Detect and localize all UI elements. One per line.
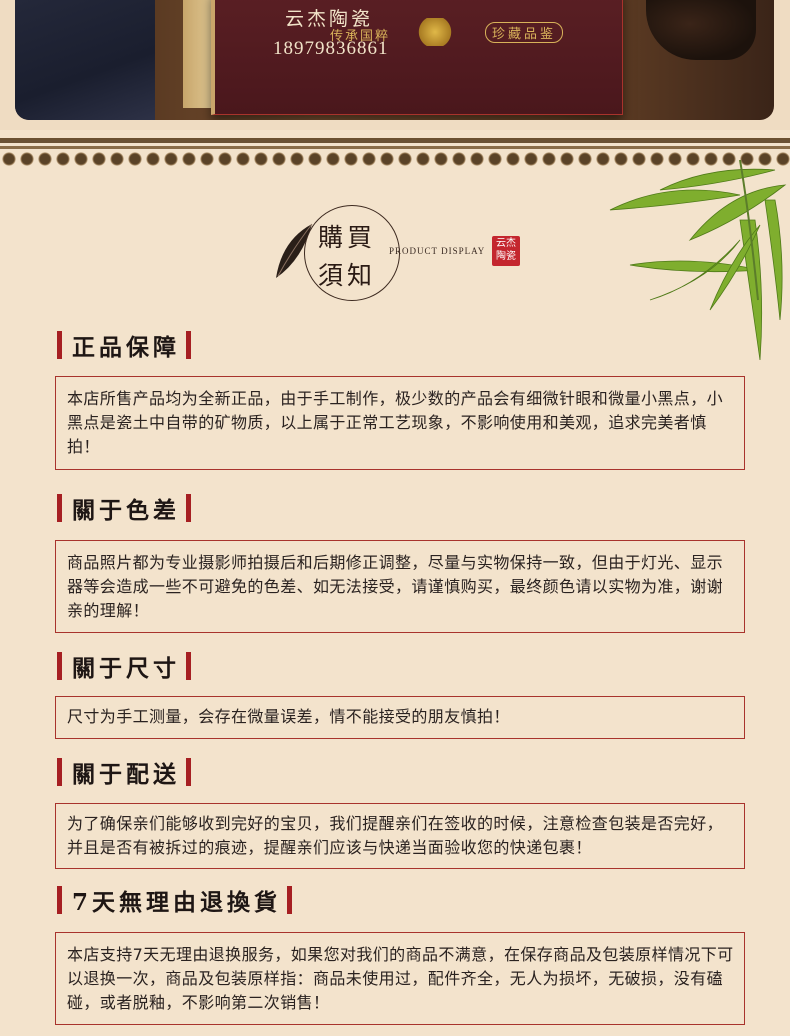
dragon-emblem-icon [417,18,453,46]
product-photo-area: 云杰陶瓷 传承国粹 珍藏品鉴 18979836861 [0,0,790,130]
bamboo-leaves-icon [609,160,787,361]
box-side [183,0,213,108]
section-title-delivery: 關于配送 [57,757,191,788]
page-subtitle: PRODUCT DISPLAY [389,246,486,256]
section-body-delivery: 为了确保亲们能够收到完好的宝贝，我们提醒亲们在签收的时候，注意检查包装是否完好，… [55,803,745,869]
section-title-text: 關于尺寸 [72,655,180,682]
photo-seal-text: 传承国粹 [330,29,391,44]
section-body-authenticity: 本店所售产品均为全新正品，由于手工制作，极少数的产品会有细微针眼和微量小黑点，小… [55,376,745,470]
decorative-border-band [0,138,790,170]
section-title-returns: 7天無理由退換貨 [57,885,293,916]
section-title-authenticity: 正品保障 [57,330,191,361]
section-title-text: 7天無理由退換貨 [72,889,282,916]
photo-seal-text-2: 珍藏品鉴 [485,22,564,43]
blue-cloth [15,0,155,120]
heading-circle [304,205,400,301]
photo-phone-number: 18979836861 [273,38,389,59]
section-title-size: 關于尺寸 [57,651,191,682]
product-photo: 云杰陶瓷 传承国粹 珍藏品鉴 18979836861 [15,0,774,120]
brand-seal-stamp: 云杰 陶瓷 [492,236,520,266]
section-title-color-difference: 關于色差 [57,493,191,524]
leaf-icon [276,223,313,278]
page-title-line1: 購買 [318,223,377,252]
section-title-text: 關于配送 [72,761,180,788]
photo-brand-text: 云杰陶瓷 [285,8,374,30]
section-body-returns: 本店支持7天无理由退换服务，如果您对我们的商品不满意，在保存商品及包装原样情况下… [55,932,745,1025]
section-body-size: 尺寸为手工测量，会存在微量误差，情不能接受的朋友慎拍！ [55,696,745,739]
section-body-color-difference: 商品照片都为专业摄影师拍摄后和后期修正调整，尽量与实物保持一致，但由于灯光、显示… [55,540,745,633]
wood-decoration [646,0,756,60]
section-title-text: 關于色差 [72,497,180,524]
page-title-line2: 須知 [318,261,377,290]
section-title-text: 正品保障 [72,334,180,361]
